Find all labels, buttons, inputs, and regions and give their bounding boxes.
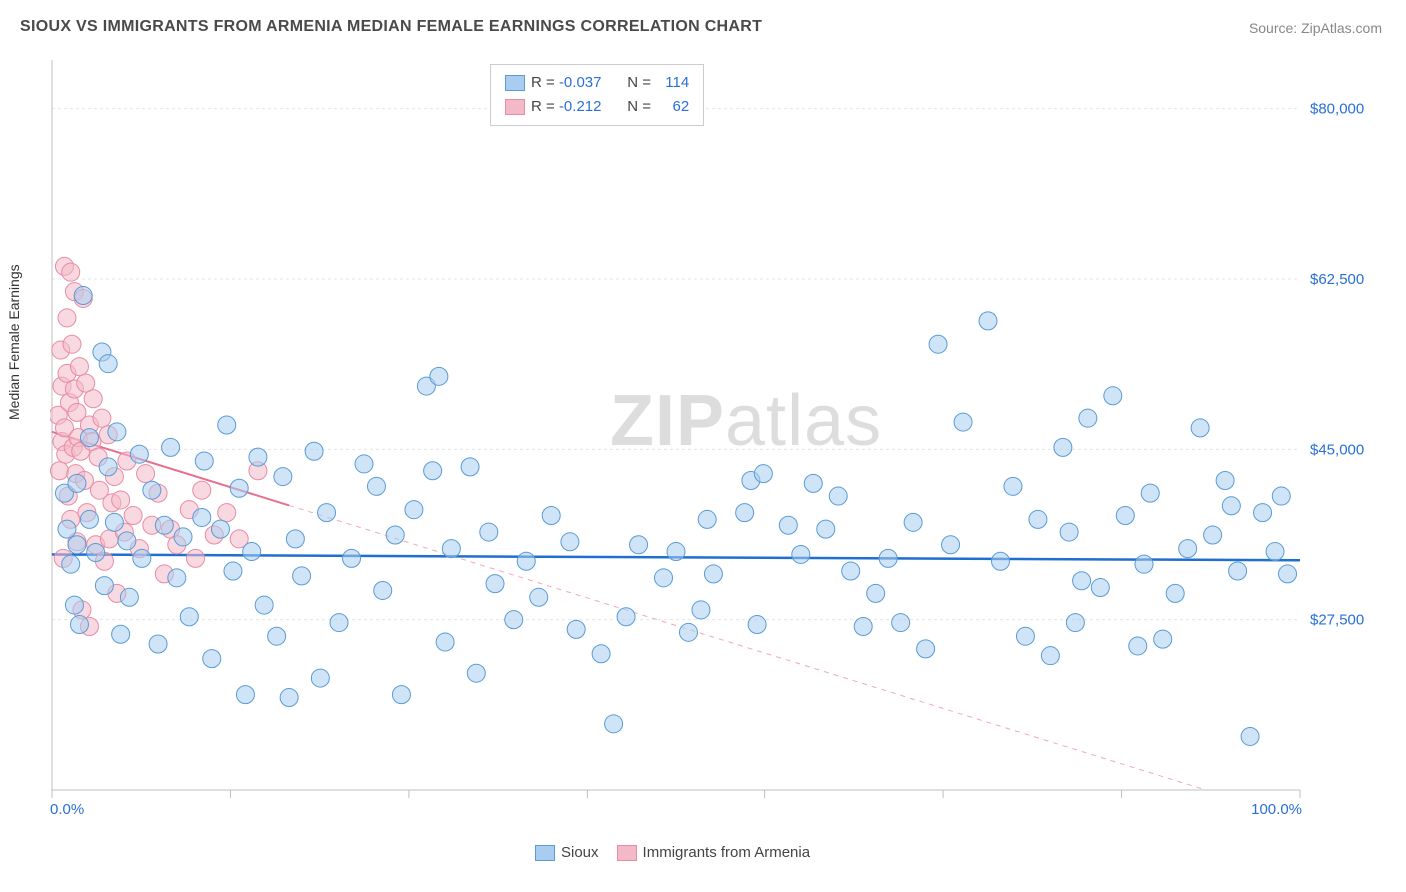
svg-text:$45,000: $45,000	[1310, 441, 1364, 458]
source-name: ZipAtlas.com	[1301, 20, 1382, 36]
legend-row-sioux: R = -0.037 N = 114	[505, 71, 689, 95]
source-label: Source:	[1249, 20, 1297, 36]
svg-text:0.0%: 0.0%	[50, 801, 84, 818]
svg-text:$27,500: $27,500	[1310, 612, 1364, 629]
source-attribution: Source: ZipAtlas.com	[1249, 20, 1382, 36]
scatter-chart: $27,500 $45,000 $62,500 $80,000 0.0% 100.0%	[50, 60, 1380, 820]
svg-text:$80,000: $80,000	[1310, 101, 1364, 118]
chart-title: SIOUX VS IMMIGRANTS FROM ARMENIA MEDIAN …	[20, 18, 762, 36]
legend-item-sioux: Sioux	[535, 844, 599, 861]
y-axis-label: Median Female Earnings	[6, 264, 22, 420]
series-legend: Sioux Immigrants from Armenia	[535, 844, 828, 861]
legend-row-armenia: R = -0.212 N = 62	[505, 95, 689, 119]
svg-text:$62,500: $62,500	[1310, 271, 1364, 288]
chart-area: $27,500$45,000$62,500$80,0000.0%100.0% Z…	[50, 60, 1380, 820]
svg-text:100.0%: 100.0%	[1251, 801, 1302, 818]
legend-item-armenia: Immigrants from Armenia	[617, 844, 811, 861]
correlation-legend-box: R = -0.037 N = 114R = -0.212 N = 62	[490, 64, 704, 126]
